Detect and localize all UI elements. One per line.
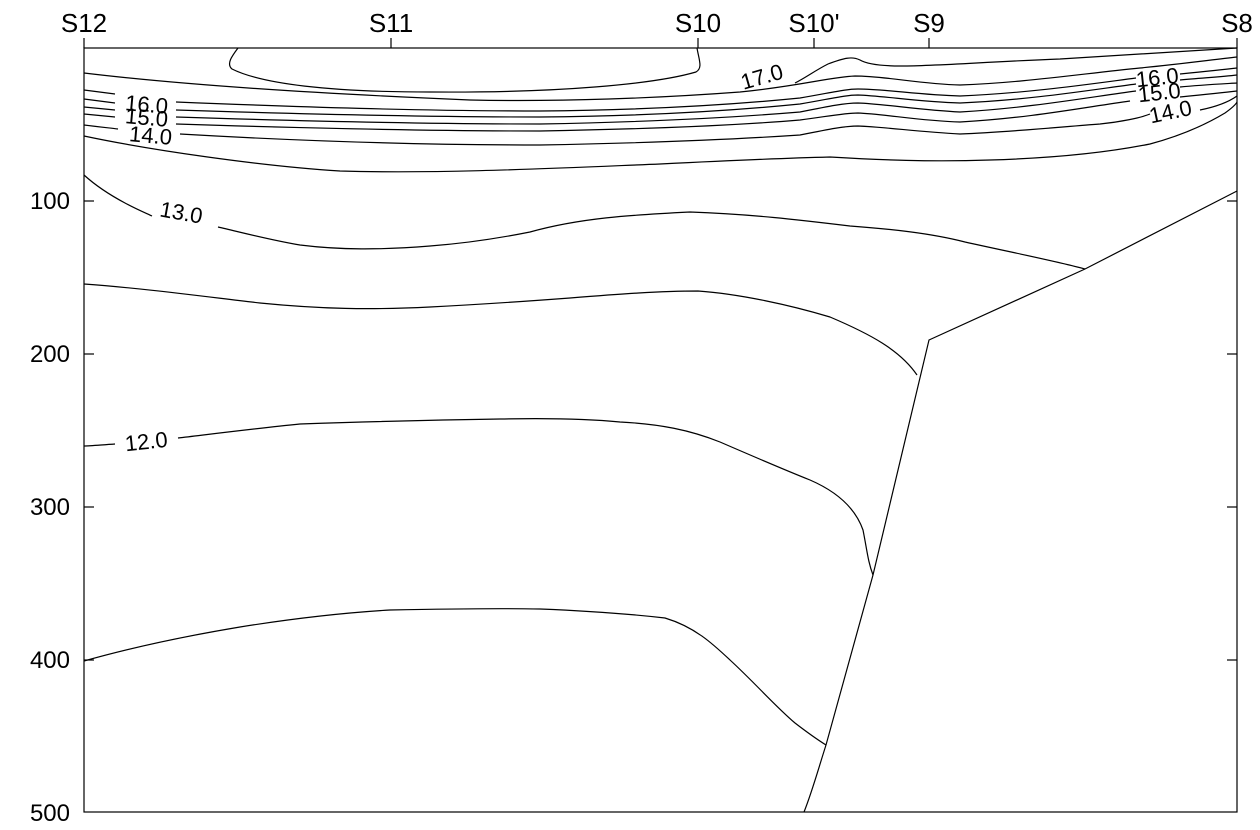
- y-tick-label-500: 500: [30, 800, 70, 827]
- contour-label-15-0-left: 15.0: [124, 103, 169, 132]
- station-label-s9: S9: [913, 8, 945, 38]
- contour-label-15-0-right: 15.0: [1137, 78, 1182, 107]
- contour-16-0: [83, 67, 1238, 112]
- y-tick-label-300: 300: [30, 494, 70, 521]
- contour-16-5: [83, 56, 1238, 102]
- contour-13-0: [83, 174, 1086, 270]
- contour-label-16-0-right: 16.0: [1135, 63, 1180, 92]
- contour-17-0-closed: [228, 47, 701, 93]
- station-label-s12: S12: [61, 8, 107, 38]
- contour-13-5: [83, 101, 1238, 173]
- contour-11-5: [83, 607, 827, 746]
- contour-14-5: [83, 90, 1238, 132]
- contour-label-17-0: 17.0: [738, 59, 786, 95]
- station-label-s8: S8: [1221, 8, 1253, 38]
- contour-15-5: [83, 74, 1238, 118]
- contour-label-12-0: 12.0: [124, 427, 169, 456]
- contour-17-0-right: [794, 47, 1238, 84]
- contour-12-0: [83, 418, 874, 576]
- station-label-s11: S11: [369, 8, 413, 38]
- station-label-s10: S10: [675, 8, 721, 38]
- contour-15-0: [83, 82, 1238, 125]
- y-tick-label-400: 400: [30, 647, 70, 674]
- contour-14-0: [83, 95, 1238, 146]
- y-tick-label-100: 100: [30, 188, 70, 215]
- y-tick-label-200: 200: [30, 341, 70, 368]
- contour-12-5: [83, 283, 918, 376]
- contour-label-13-0: 13.0: [158, 197, 205, 229]
- plot-frame: [83, 47, 1238, 813]
- bottom-boundary: [803, 190, 1238, 813]
- contour-label-14-0-left: 14.0: [128, 121, 173, 150]
- station-label-s10-prime: S10': [788, 8, 839, 38]
- contour-label-16-0-left: 16.0: [124, 90, 169, 119]
